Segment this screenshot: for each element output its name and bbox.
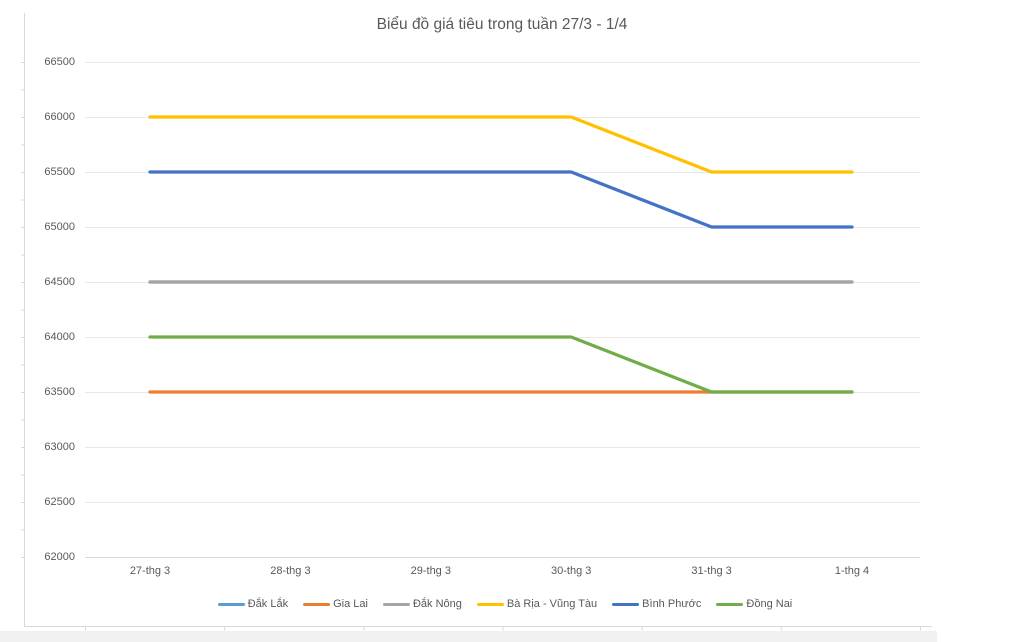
y-axis-label: 63000: [44, 441, 75, 453]
legend-swatch: [303, 602, 331, 606]
x-axis-label: 29-thg 3: [410, 565, 451, 577]
legend-label: Bà Rịa - Vũng Tàu: [506, 598, 598, 610]
legend-item: Đắk Lắk: [217, 598, 289, 610]
y-axis-label: 66000: [44, 111, 75, 123]
chart-title: Biểu đồ giá tiêu trong tuần 27/3 - 1/4: [376, 16, 628, 33]
y-axis-label: 62500: [44, 496, 75, 508]
horizontal-scrollbar[interactable]: [0, 631, 937, 642]
legend-swatch: [382, 602, 410, 606]
chart-legend: Đắk Lắk Gia Lai Đắk Nông Bà Rịa - Vũng Tàu B…: [0, 595, 1010, 613]
legend-item: Đắk Nông: [382, 598, 462, 610]
y-axis-label: 64000: [44, 331, 75, 343]
y-axis-label: 64500: [44, 276, 75, 288]
legend-label: Đắk Nông: [412, 598, 462, 610]
legend-item: Đồng Nai: [716, 598, 792, 610]
legend-label: Gia Lai: [333, 598, 368, 610]
x-axis-label: 28-thg 3: [270, 565, 311, 577]
legend-item: Bà Rịa - Vũng Tàu: [476, 598, 598, 610]
y-axis-label: 65500: [44, 166, 75, 178]
y-axis-label: 63500: [44, 386, 75, 398]
legend-label: Bình Phước: [642, 598, 702, 610]
series-line-6: [148, 335, 854, 394]
x-axis-label: 1-thg 4: [834, 565, 870, 577]
legend-swatch: [217, 602, 245, 606]
legend-swatch: [716, 602, 744, 606]
y-axis-label: 65000: [44, 221, 75, 233]
legend-swatch: [612, 602, 640, 606]
x-axis-label: 27-thg 3: [129, 565, 171, 577]
series-line-4: [148, 115, 854, 174]
legend-label: Đắk Lắk: [247, 598, 289, 610]
x-axis-label: 30-thg 3: [551, 565, 592, 577]
legend-swatch: [476, 602, 504, 606]
series-line-5: [148, 170, 854, 229]
legend-item: Bình Phước: [612, 598, 701, 610]
legend-label: Đồng Nai: [746, 598, 793, 610]
x-axis-label: 31-thg 3: [691, 565, 732, 577]
y-axis-label: 62000: [44, 551, 75, 563]
y-axis-label: 66500: [44, 56, 75, 68]
legend-item: Gia Lai: [303, 598, 368, 610]
